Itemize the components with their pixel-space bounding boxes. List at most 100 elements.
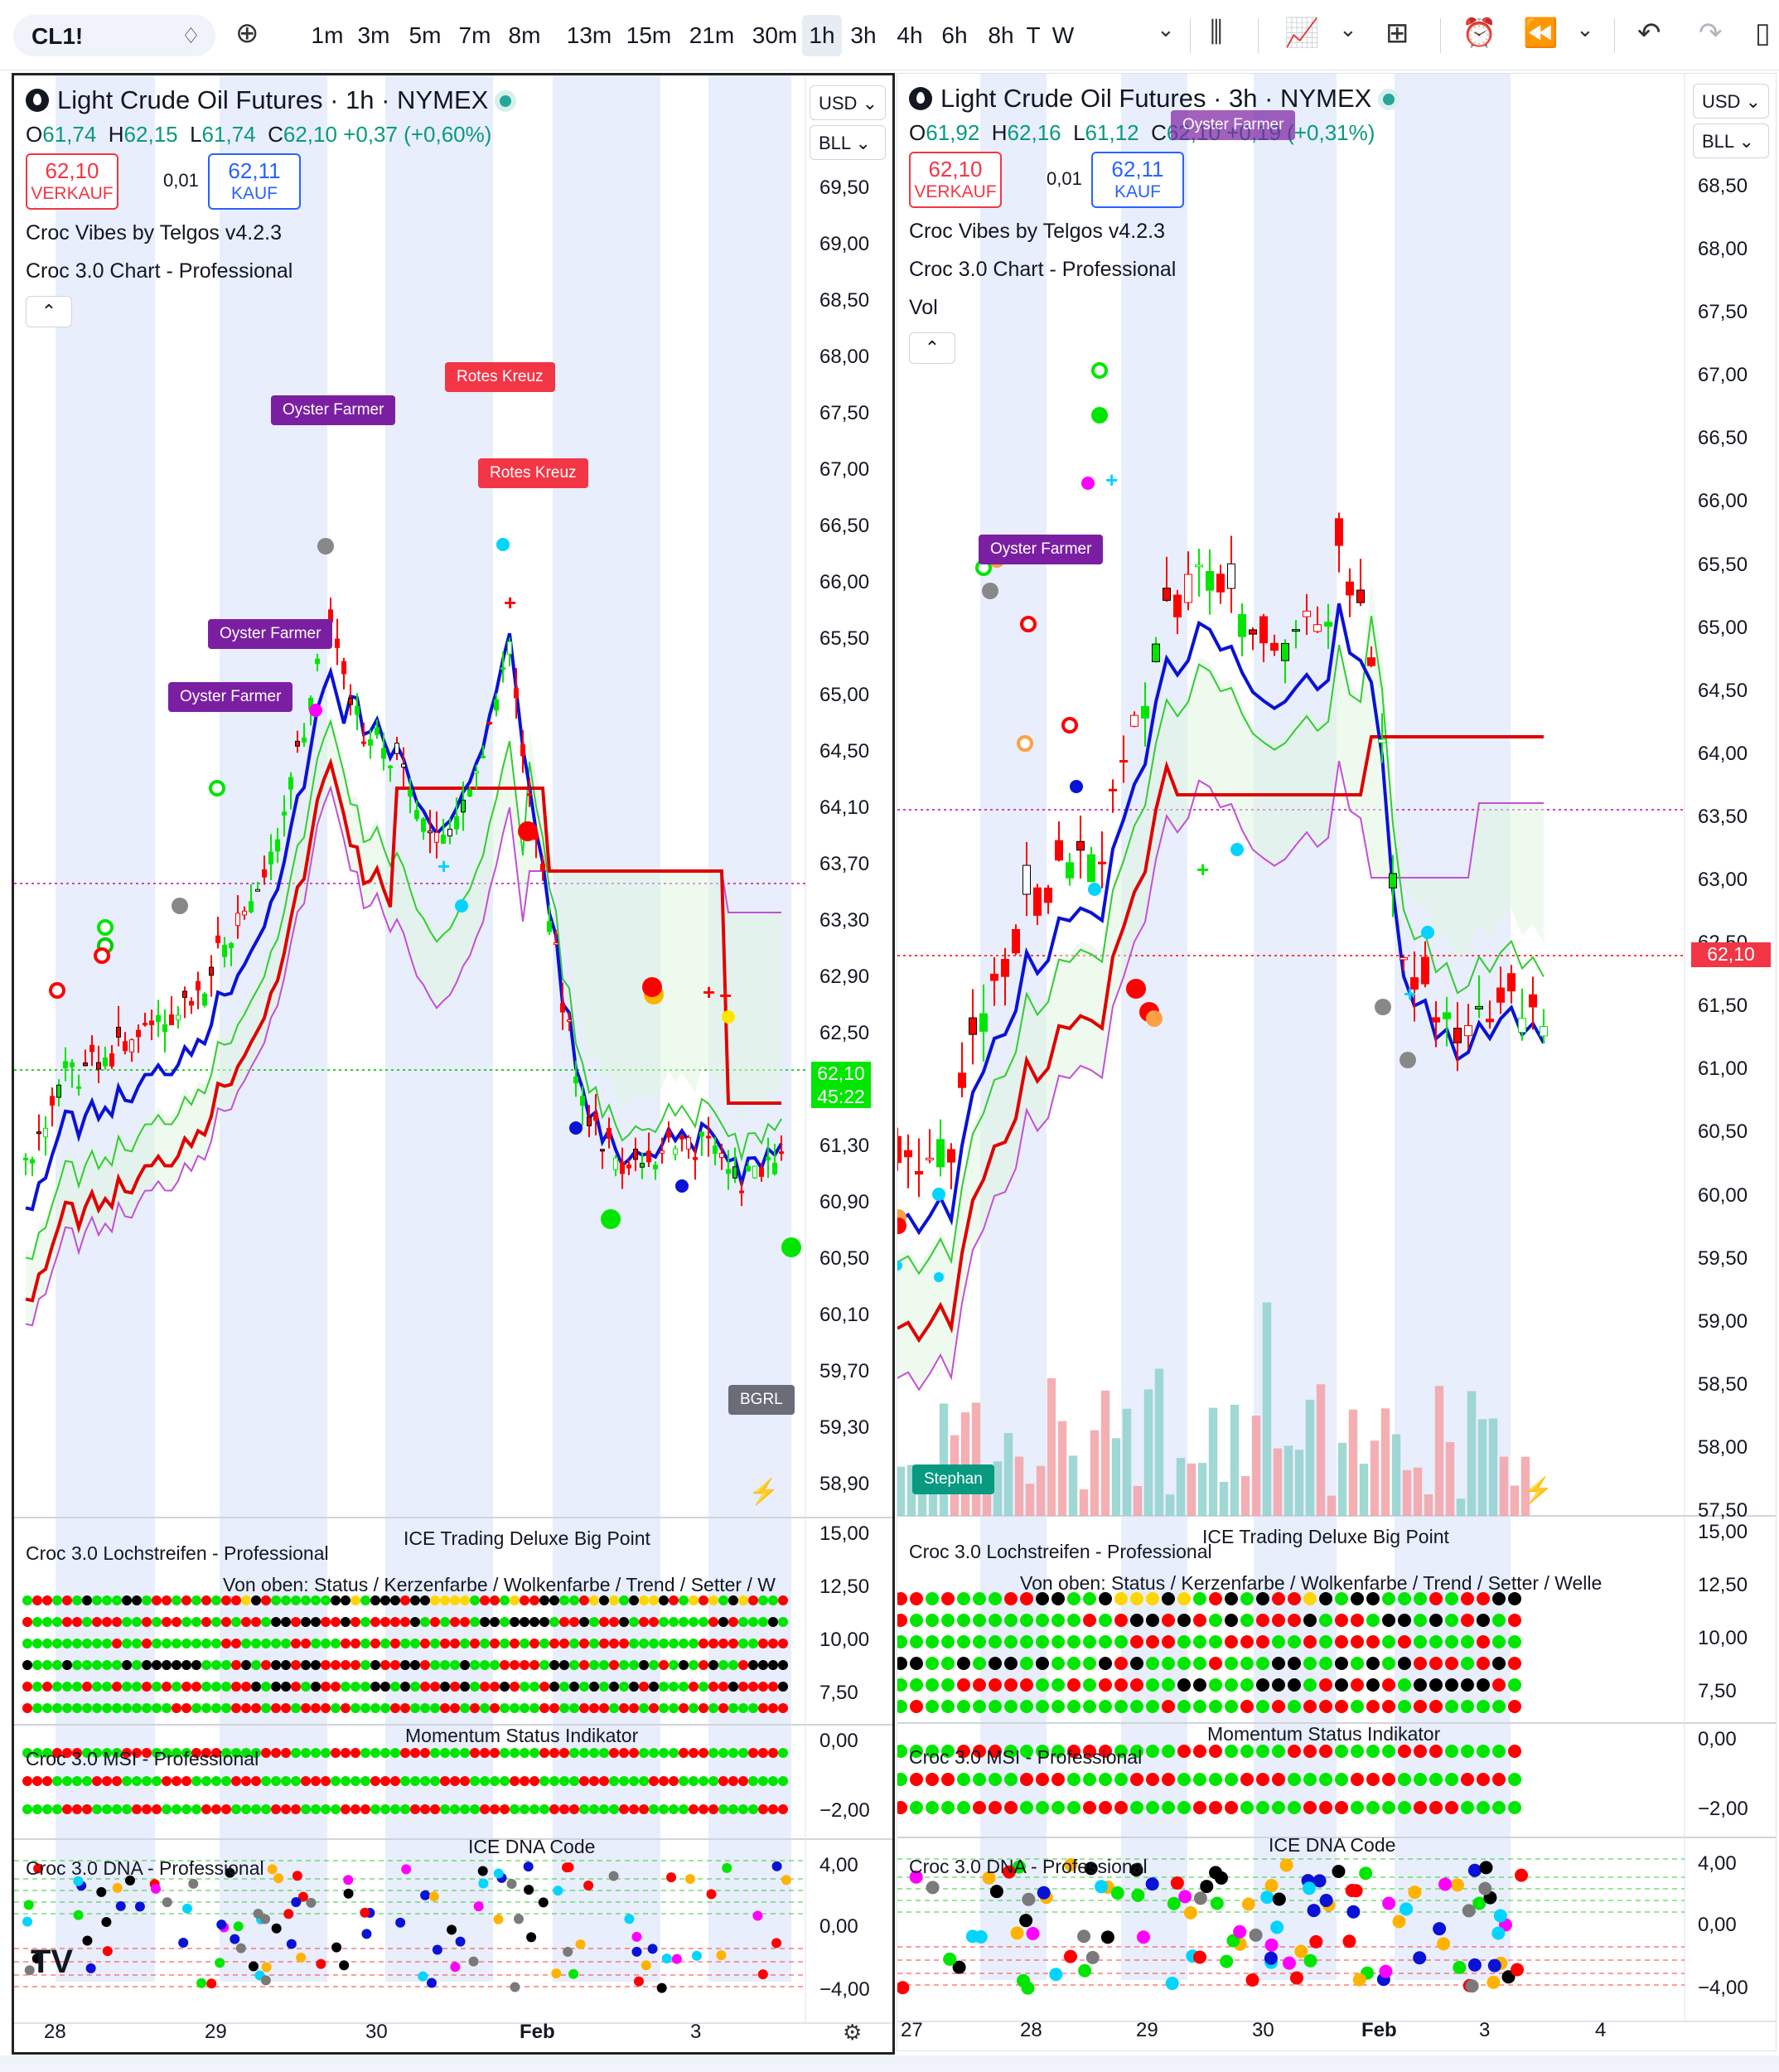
time-axis-label: 28 [1020, 2019, 1042, 2041]
lightning-icon[interactable]: ⚡ [748, 1479, 780, 1506]
strip-dot [231, 1639, 241, 1648]
interval-W[interactable]: W [1051, 22, 1075, 48]
strip-dot [1193, 1614, 1206, 1627]
chart-panel-1h[interactable]: + + + + Light Crude Oil Futures · 1h · NYME… [12, 73, 895, 2055]
interval-21m[interactable]: 21m [689, 22, 735, 48]
dna-dot [553, 1886, 563, 1896]
indicator-label[interactable]: Croc Vibes by Telgos v4.2.3 [26, 221, 282, 244]
sell-button[interactable]: 62,10 VERKAUF [26, 153, 118, 210]
msi-dot [1508, 1801, 1521, 1814]
chart-canvas[interactable]: ++++ [14, 75, 892, 2052]
interval-8h[interactable]: 8h [988, 22, 1014, 48]
interval-7m[interactable]: 7m [458, 22, 491, 48]
msi-dot [897, 1801, 907, 1814]
replay-icon[interactable]: ⏪ [1523, 17, 1559, 49]
strip-dot [639, 1660, 649, 1670]
buy-button[interactable]: 62,11 KAUF [1091, 152, 1184, 208]
strip-dot [941, 1657, 955, 1670]
sub-panel-title: Croc 3.0 MSI - Professional [909, 1746, 1143, 1768]
chevron-down-icon[interactable]: ⌄ [1339, 17, 1357, 41]
collapse-legend-button[interactable]: ⌃ [26, 296, 72, 327]
strip-dot [172, 1639, 181, 1648]
chevron-down-icon[interactable]: ⌄ [1576, 17, 1594, 41]
candle-body [673, 1148, 678, 1155]
volume-bar [1240, 1476, 1250, 1516]
strip-dot [62, 1639, 72, 1648]
interval-1m[interactable]: 1m [311, 22, 344, 48]
symbol-search[interactable]: CL1! ♢ [13, 15, 215, 56]
panel-icon[interactable]: ▯ [1755, 17, 1771, 49]
strip-dot [941, 1678, 955, 1692]
candle-body [580, 1096, 585, 1106]
redo-icon[interactable]: ↷ [1699, 17, 1723, 49]
interval-3h[interactable]: 3h [850, 22, 877, 48]
msi-dot [420, 1748, 430, 1758]
strip-dot [1193, 1635, 1206, 1648]
strip-dot [599, 1639, 609, 1648]
interval-4h[interactable]: 4h [897, 22, 923, 48]
sell-button[interactable]: 62,10 VERKAUF [909, 152, 1002, 208]
unit-select[interactable]: BLL ⌄ [810, 125, 886, 160]
layout-grid-icon[interactable]: ⊞ [1385, 17, 1409, 49]
strip-dot [748, 1617, 758, 1627]
candle-body [70, 1062, 75, 1067]
indicator-label[interactable]: Croc 3.0 Chart - Professional [26, 259, 293, 283]
msi-dot [271, 1748, 281, 1758]
candle-type-icon[interactable]: ⫼ [1210, 17, 1223, 48]
msi-dot [738, 1748, 748, 1758]
strip-dot [510, 1595, 520, 1605]
settings-icon[interactable]: ⚙ [843, 2020, 863, 2045]
interval-1h[interactable]: 1h [802, 15, 842, 56]
strip-dot [1067, 1614, 1080, 1627]
strip-dot [181, 1617, 191, 1627]
currency-select[interactable]: USD ⌄ [1693, 84, 1769, 119]
candle-body [1055, 840, 1063, 861]
strip-dot [410, 1617, 420, 1627]
indicators-icon[interactable]: 📈 [1284, 17, 1320, 49]
candle-body [1076, 840, 1085, 851]
msi-dot [973, 1801, 986, 1814]
strip-dot [629, 1660, 639, 1670]
diamond-icon[interactable]: ♢ [181, 23, 201, 48]
indicator-label[interactable]: Vol [909, 296, 938, 319]
interval-5m[interactable]: 5m [408, 22, 442, 48]
msi-dot [689, 1804, 699, 1814]
lightning-icon[interactable]: ⚡ [1522, 1477, 1554, 1504]
candle-body [255, 888, 260, 892]
volume-bar [1413, 1467, 1423, 1516]
strip-dot [1351, 1635, 1364, 1648]
undo-icon[interactable]: ↶ [1637, 17, 1661, 49]
interval-30m[interactable]: 30m [752, 22, 798, 48]
indicator-label[interactable]: Croc Vibes by Telgos v4.2.3 [909, 220, 1165, 243]
interval-T[interactable]: T [1026, 22, 1041, 48]
add-compare-icon[interactable]: ⊕ [235, 17, 259, 49]
interval-13m[interactable]: 13m [566, 22, 612, 48]
currency-select[interactable]: USD ⌄ [810, 85, 886, 120]
unit-select[interactable]: BLL ⌄ [1693, 123, 1769, 158]
strip-dot [102, 1660, 112, 1670]
price-axis-label: 65,50 [819, 627, 870, 650]
volume-bar [1434, 1386, 1444, 1516]
indicator-label[interactable]: Croc 3.0 Chart - Professional [909, 258, 1177, 281]
chevron-down-icon[interactable]: ⌄ [1157, 17, 1175, 41]
interval-3m[interactable]: 3m [357, 22, 390, 48]
price-axis-label: 68,50 [819, 289, 870, 312]
dna-dot [647, 1944, 658, 1954]
strip-dot [1398, 1700, 1411, 1713]
strip-dot [738, 1617, 748, 1627]
chart-canvas[interactable]: +++ [897, 74, 1776, 2050]
dna-dot [115, 1900, 126, 1911]
interval-15m[interactable]: 15m [626, 22, 672, 48]
chart-panel-3h[interactable]: + + + Light Crude Oil Futures · 3h · NYMEX… [897, 73, 1777, 2051]
dna-dot [624, 1914, 635, 1924]
collapse-legend-button[interactable]: ⌃ [909, 332, 955, 364]
buy-button[interactable]: 62,11 KAUF [208, 153, 301, 210]
alert-icon[interactable]: ⏰ [1462, 17, 1497, 49]
strip-dot [1288, 1635, 1301, 1648]
dna-dot [339, 1960, 350, 1971]
interval-8m[interactable]: 8m [508, 22, 541, 48]
interval-6h[interactable]: 6h [941, 22, 968, 48]
msi-dot [350, 1804, 360, 1814]
strip-dot [1382, 1657, 1395, 1670]
sub-panel-title: Croc 3.0 DNA - Professional [909, 1856, 1148, 1877]
